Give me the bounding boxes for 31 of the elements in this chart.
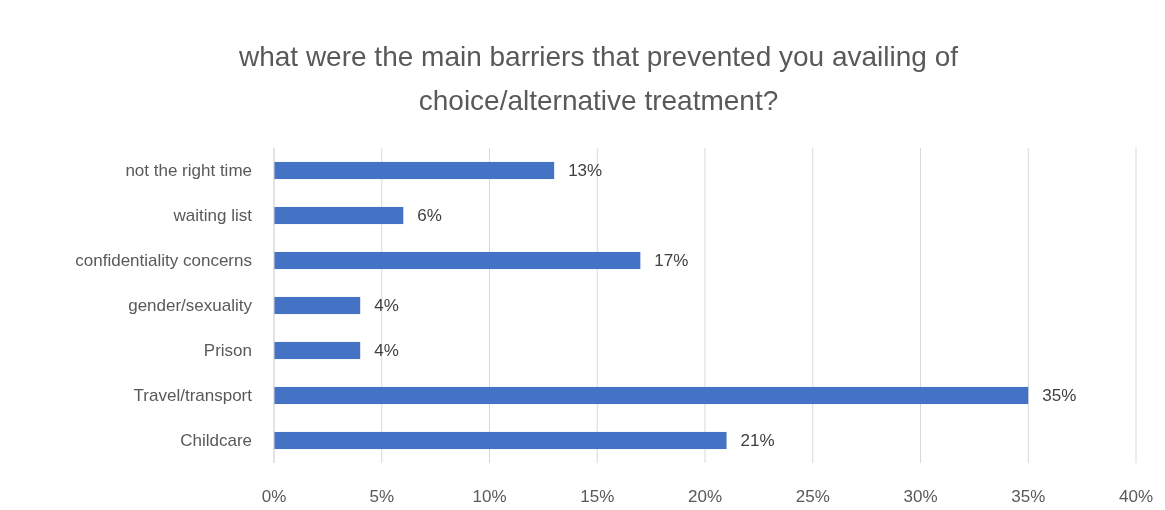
data-label: 21% [740,431,775,451]
x-tick-label: 30% [903,487,938,506]
x-tick-label: 5% [369,487,395,506]
x-tick-label: 25% [795,487,830,506]
data-label: 13% [568,161,603,181]
bar [274,161,555,180]
chart-title: what were the main barriers that prevented you availing of choice/alternative treatment? [237,41,959,116]
x-tick-label: 20% [687,487,723,506]
y-tick-label: gender/sexuality [128,296,253,316]
y-tick-label: Childcare [180,431,252,451]
x-tick-label: 40% [1118,487,1154,506]
data-label: 4% [374,296,399,316]
x-tick-label: 35% [1011,487,1046,506]
bar [274,296,361,315]
data-label: 6% [417,206,442,226]
y-tick-label: not the right time [125,161,252,181]
x-tick-label: 10% [472,487,507,506]
x-tick-label: 0% [261,487,287,506]
y-tick-label: confidentiality concerns [75,251,252,271]
bar [274,251,641,270]
y-tick-label: Travel/transport [133,386,253,406]
bar [274,341,361,360]
bar [274,431,727,450]
bar [274,386,1029,405]
data-label: 4% [374,341,399,361]
y-tick-label: Prison [203,341,252,361]
bar [274,206,404,225]
x-tick-label: 15% [580,487,615,506]
data-label: 35% [1042,386,1077,406]
data-label: 17% [654,251,689,271]
y-tick-label: waiting list [172,206,253,226]
